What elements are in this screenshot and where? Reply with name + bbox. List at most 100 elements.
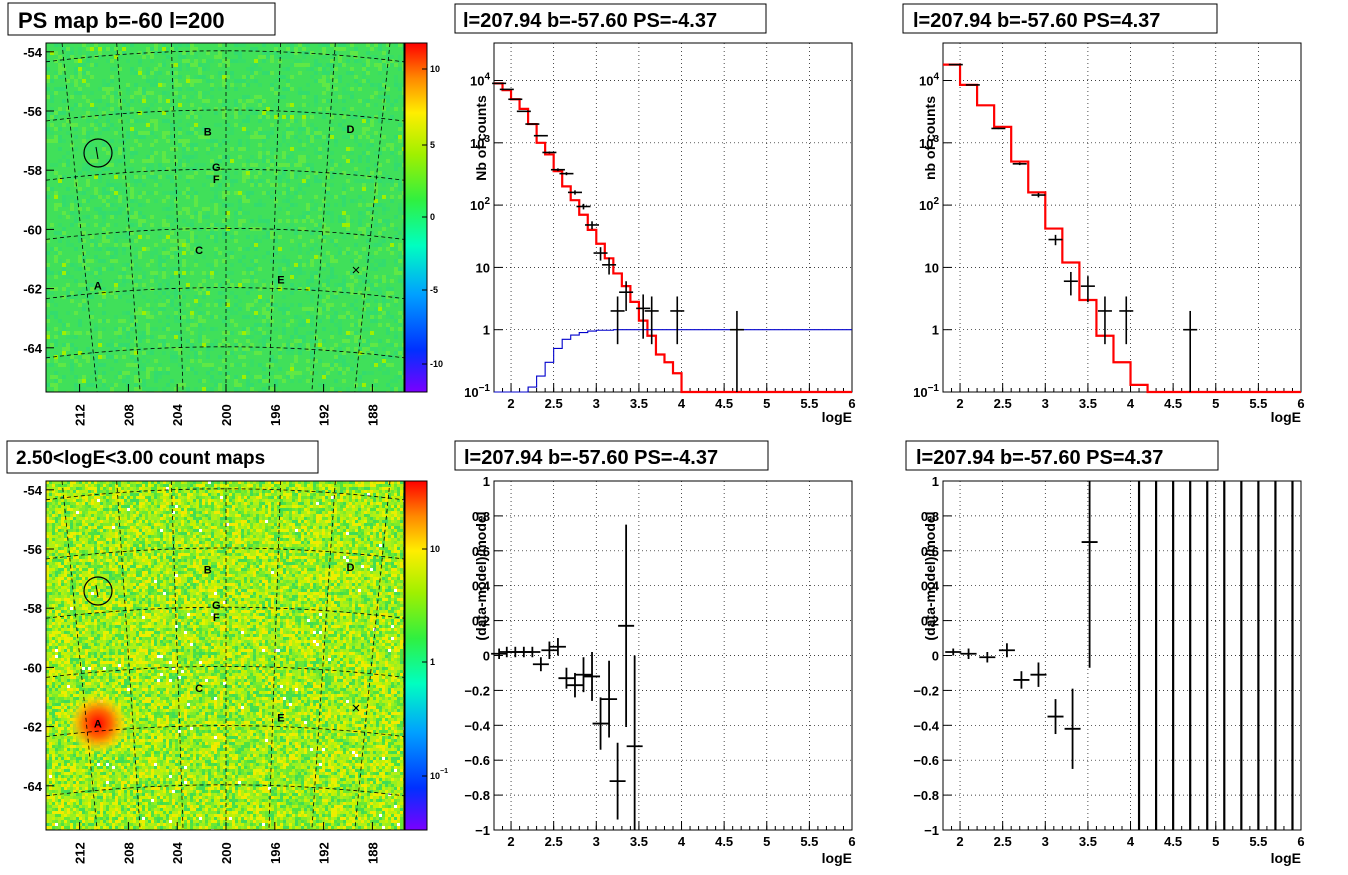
map-cell	[226, 91, 230, 95]
map-cell	[354, 235, 358, 239]
map-cell	[370, 239, 374, 243]
map-cell	[334, 259, 338, 263]
map-cell	[218, 255, 222, 259]
map-cell	[314, 175, 318, 179]
map-cell	[350, 143, 354, 147]
map-cell	[218, 203, 222, 207]
map-cell	[202, 231, 206, 235]
map-cell	[306, 75, 310, 79]
map-cell	[130, 195, 134, 199]
map-cell	[254, 207, 258, 211]
map-cell	[202, 47, 206, 51]
map-cell	[214, 63, 218, 67]
map-cell	[62, 195, 66, 199]
map-cell	[58, 59, 62, 63]
map-cell	[110, 83, 114, 87]
map-cell	[154, 59, 158, 63]
map-cell	[294, 115, 298, 119]
map-cell	[382, 151, 386, 155]
map-cell	[234, 155, 238, 159]
map-cell	[130, 219, 134, 223]
map-cell	[218, 91, 222, 95]
map-cell	[118, 247, 122, 251]
map-cell	[318, 243, 322, 247]
map-cell	[98, 131, 102, 135]
map-cell	[50, 147, 54, 151]
map-cell	[158, 155, 162, 159]
map-cell	[150, 243, 154, 247]
map-cell	[166, 151, 170, 155]
map-cell	[54, 155, 58, 159]
map-cell	[94, 131, 98, 135]
map-cell	[170, 79, 174, 83]
map-cell	[310, 163, 314, 167]
map-cell	[230, 243, 234, 247]
map-cell	[394, 107, 398, 111]
map-cell	[78, 111, 82, 115]
map-cell	[306, 87, 310, 91]
map-cell	[198, 91, 202, 95]
map-cell	[142, 187, 146, 191]
map-cell	[202, 91, 206, 95]
map-cell	[46, 183, 50, 187]
map-cell	[346, 67, 350, 71]
map-cell	[378, 167, 382, 171]
map-cell	[318, 71, 322, 75]
map-cell	[198, 155, 202, 159]
map-cell	[362, 235, 366, 239]
map-cell	[250, 119, 254, 123]
map-cell	[246, 51, 250, 55]
map-cell	[198, 167, 202, 171]
map-cell	[250, 191, 254, 195]
map-cell	[170, 83, 174, 87]
map-cell	[178, 175, 182, 179]
map-cell	[386, 223, 390, 227]
map-cell	[46, 71, 50, 75]
map-cell	[82, 55, 86, 59]
map-cell	[70, 63, 74, 67]
map-cell	[126, 179, 130, 183]
map-cell	[354, 75, 358, 79]
map-cell	[394, 51, 398, 55]
map-cell	[238, 175, 242, 179]
map-cell	[102, 79, 106, 83]
map-cell	[342, 195, 346, 199]
map-cell	[262, 171, 266, 175]
map-cell	[310, 259, 314, 263]
map-cell	[262, 123, 266, 127]
map-cell	[202, 183, 206, 187]
map-cell	[126, 99, 130, 103]
map-cell	[278, 179, 282, 183]
map-cell	[254, 255, 258, 259]
map-cell	[246, 95, 250, 99]
map-cell	[238, 227, 242, 231]
map-cell	[346, 107, 350, 111]
map-cell	[302, 211, 306, 215]
map-cell	[362, 95, 366, 99]
map-cell	[258, 75, 262, 79]
map-cell	[138, 111, 142, 115]
map-cell	[318, 175, 322, 179]
map-cell	[174, 131, 178, 135]
map-cell	[294, 67, 298, 71]
map-cell	[402, 207, 404, 211]
map-cell	[186, 63, 190, 67]
map-cell	[350, 51, 354, 55]
map-cell	[350, 187, 354, 191]
map-cell	[186, 263, 190, 267]
map-cell	[242, 187, 246, 191]
map-cell	[150, 139, 154, 143]
map-cell	[302, 79, 306, 83]
map-cell	[134, 167, 138, 171]
map-cell	[214, 179, 218, 183]
map-cell	[54, 215, 58, 219]
map-cell	[358, 59, 362, 63]
map-cell	[402, 183, 404, 187]
map-cell	[154, 99, 158, 103]
map-cell	[226, 247, 230, 251]
map-cell	[218, 183, 222, 187]
map-cell	[66, 203, 70, 207]
map-cell	[310, 139, 314, 143]
map-cell	[186, 219, 190, 223]
map-cell	[378, 59, 382, 63]
